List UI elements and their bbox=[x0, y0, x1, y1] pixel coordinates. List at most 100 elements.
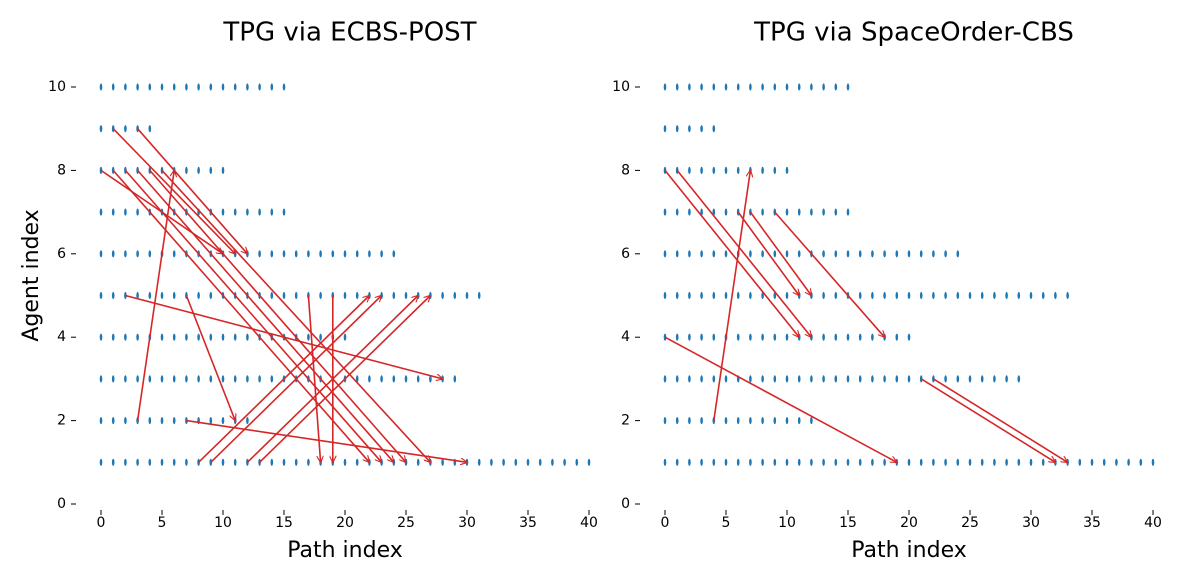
path-point-agent-6 bbox=[172, 250, 176, 258]
path-point-agent-6 bbox=[99, 250, 103, 258]
x-tick-label: 20 bbox=[336, 515, 354, 531]
x-tick-label: 5 bbox=[722, 515, 731, 531]
path-point-agent-1 bbox=[785, 458, 789, 466]
path-point-agent-7 bbox=[270, 208, 274, 216]
path-point-agent-7 bbox=[663, 208, 667, 216]
x-tick-label: 0 bbox=[97, 515, 106, 531]
path-point-agent-3 bbox=[246, 375, 249, 383]
path-point-agent-1 bbox=[490, 458, 493, 466]
path-point-agent-4 bbox=[736, 333, 740, 341]
path-point-agent-10 bbox=[797, 83, 801, 91]
path-point-agent-5 bbox=[1054, 291, 1057, 300]
path-point-agent-5 bbox=[956, 291, 960, 300]
path-point-agent-3 bbox=[172, 375, 176, 383]
path-point-agent-5 bbox=[663, 291, 667, 300]
path-point-agent-5 bbox=[172, 291, 176, 300]
x-tick-label: 15 bbox=[275, 515, 293, 531]
path-point-agent-10 bbox=[663, 83, 667, 91]
path-point-agent-5 bbox=[136, 291, 139, 300]
path-point-agent-1 bbox=[810, 458, 813, 466]
path-point-agent-1 bbox=[307, 458, 310, 466]
path-point-agent-6 bbox=[834, 250, 838, 258]
dependency-arrow bbox=[932, 378, 1067, 462]
y-tick-label: 2 bbox=[57, 413, 66, 429]
path-point-agent-1 bbox=[99, 458, 103, 466]
path-point-agent-3 bbox=[749, 375, 752, 383]
x-tick-label: 40 bbox=[1144, 515, 1162, 531]
dependency-arrow bbox=[136, 128, 248, 254]
chart-panel-ecbs-post: TPG via ECBS-POST 0 5 10 15 20 25 30 35 40 0 2 4 6 8 10… bbox=[19, 18, 598, 564]
x-tick-label: 5 bbox=[158, 515, 167, 531]
path-point-agent-6 bbox=[858, 250, 862, 258]
path-point-agent-8 bbox=[209, 166, 213, 174]
y-tick-label: 0 bbox=[621, 496, 630, 512]
path-point-agent-6 bbox=[331, 250, 335, 258]
path-point-agent-7 bbox=[221, 208, 225, 216]
path-point-agent-6 bbox=[148, 250, 152, 258]
path-point-agent-4 bbox=[822, 333, 825, 341]
path-point-agent-4 bbox=[773, 333, 777, 341]
path-point-agent-3 bbox=[883, 375, 886, 383]
path-point-agent-3 bbox=[221, 375, 225, 383]
path-point-agent-10 bbox=[160, 83, 164, 91]
path-point-agent-5 bbox=[99, 291, 103, 300]
dependency-arrow bbox=[676, 169, 811, 337]
path-point-agent-1 bbox=[993, 458, 996, 466]
path-point-agent-10 bbox=[270, 83, 274, 91]
y-tick-label: 0 bbox=[57, 496, 66, 512]
path-point-agent-4 bbox=[895, 333, 899, 341]
path-point-agent-5 bbox=[700, 291, 703, 300]
dependency-arrow bbox=[713, 170, 751, 421]
path-point-agent-1 bbox=[907, 458, 911, 466]
path-point-agent-2 bbox=[736, 417, 740, 425]
path-point-agent-6 bbox=[663, 250, 667, 258]
path-point-agent-1 bbox=[416, 458, 420, 466]
y-tick-label: 4 bbox=[57, 329, 66, 345]
path-point-agent-7 bbox=[233, 208, 237, 216]
path-point-agent-4 bbox=[172, 333, 176, 341]
path-point-agent-6 bbox=[368, 250, 371, 258]
path-point-agent-7 bbox=[810, 208, 813, 216]
path-point-agent-3 bbox=[1005, 375, 1008, 383]
x-axis-label: Path index bbox=[851, 538, 967, 563]
path-point-agent-2 bbox=[663, 417, 667, 425]
path-point-agent-4 bbox=[834, 333, 838, 341]
chart-panel-spaceorder-cbs: TPG via SpaceOrder-CBS 0 5 10 15 20 25 30 35 40 0 2… bbox=[612, 18, 1162, 564]
path-point-agent-3 bbox=[197, 375, 200, 383]
path-point-agent-6 bbox=[822, 250, 825, 258]
path-point-agent-6 bbox=[688, 250, 691, 258]
path-point-agent-5 bbox=[477, 291, 481, 300]
dependency-arrow bbox=[920, 378, 1055, 462]
path-point-agent-3 bbox=[124, 375, 127, 383]
path-point-agent-10 bbox=[736, 83, 740, 91]
path-point-agent-2 bbox=[209, 417, 213, 425]
dependency-arrow bbox=[307, 295, 320, 463]
path-point-agent-10 bbox=[148, 83, 152, 91]
path-point-agent-1 bbox=[160, 458, 164, 466]
path-point-agent-4 bbox=[319, 333, 322, 341]
path-point-agent-5 bbox=[980, 291, 984, 300]
path-point-agent-1 bbox=[797, 458, 801, 466]
path-point-agent-3 bbox=[160, 375, 164, 383]
path-point-agent-4 bbox=[221, 333, 225, 341]
path-point-agent-9 bbox=[712, 125, 716, 133]
path-point-agent-1 bbox=[675, 458, 679, 466]
path-point-agent-4 bbox=[233, 333, 237, 341]
path-point-agent-3 bbox=[453, 375, 457, 383]
path-point-agent-4 bbox=[675, 333, 679, 341]
path-point-agent-5 bbox=[1005, 291, 1008, 300]
path-point-agent-10 bbox=[124, 83, 127, 91]
path-point-agent-4 bbox=[307, 333, 310, 341]
path-point-agent-5 bbox=[294, 291, 298, 300]
path-point-agent-1 bbox=[956, 458, 960, 466]
path-point-agent-2 bbox=[797, 417, 801, 425]
path-point-agent-1 bbox=[538, 458, 542, 466]
path-point-agent-5 bbox=[148, 291, 152, 300]
dependency-arrow bbox=[112, 128, 235, 254]
path-point-agent-8 bbox=[185, 166, 188, 174]
path-point-agent-3 bbox=[968, 375, 972, 383]
dependency-arrow bbox=[125, 294, 442, 379]
path-point-agent-1 bbox=[502, 458, 505, 466]
path-point-agent-5 bbox=[871, 291, 874, 300]
dependency-arrow bbox=[664, 169, 799, 337]
